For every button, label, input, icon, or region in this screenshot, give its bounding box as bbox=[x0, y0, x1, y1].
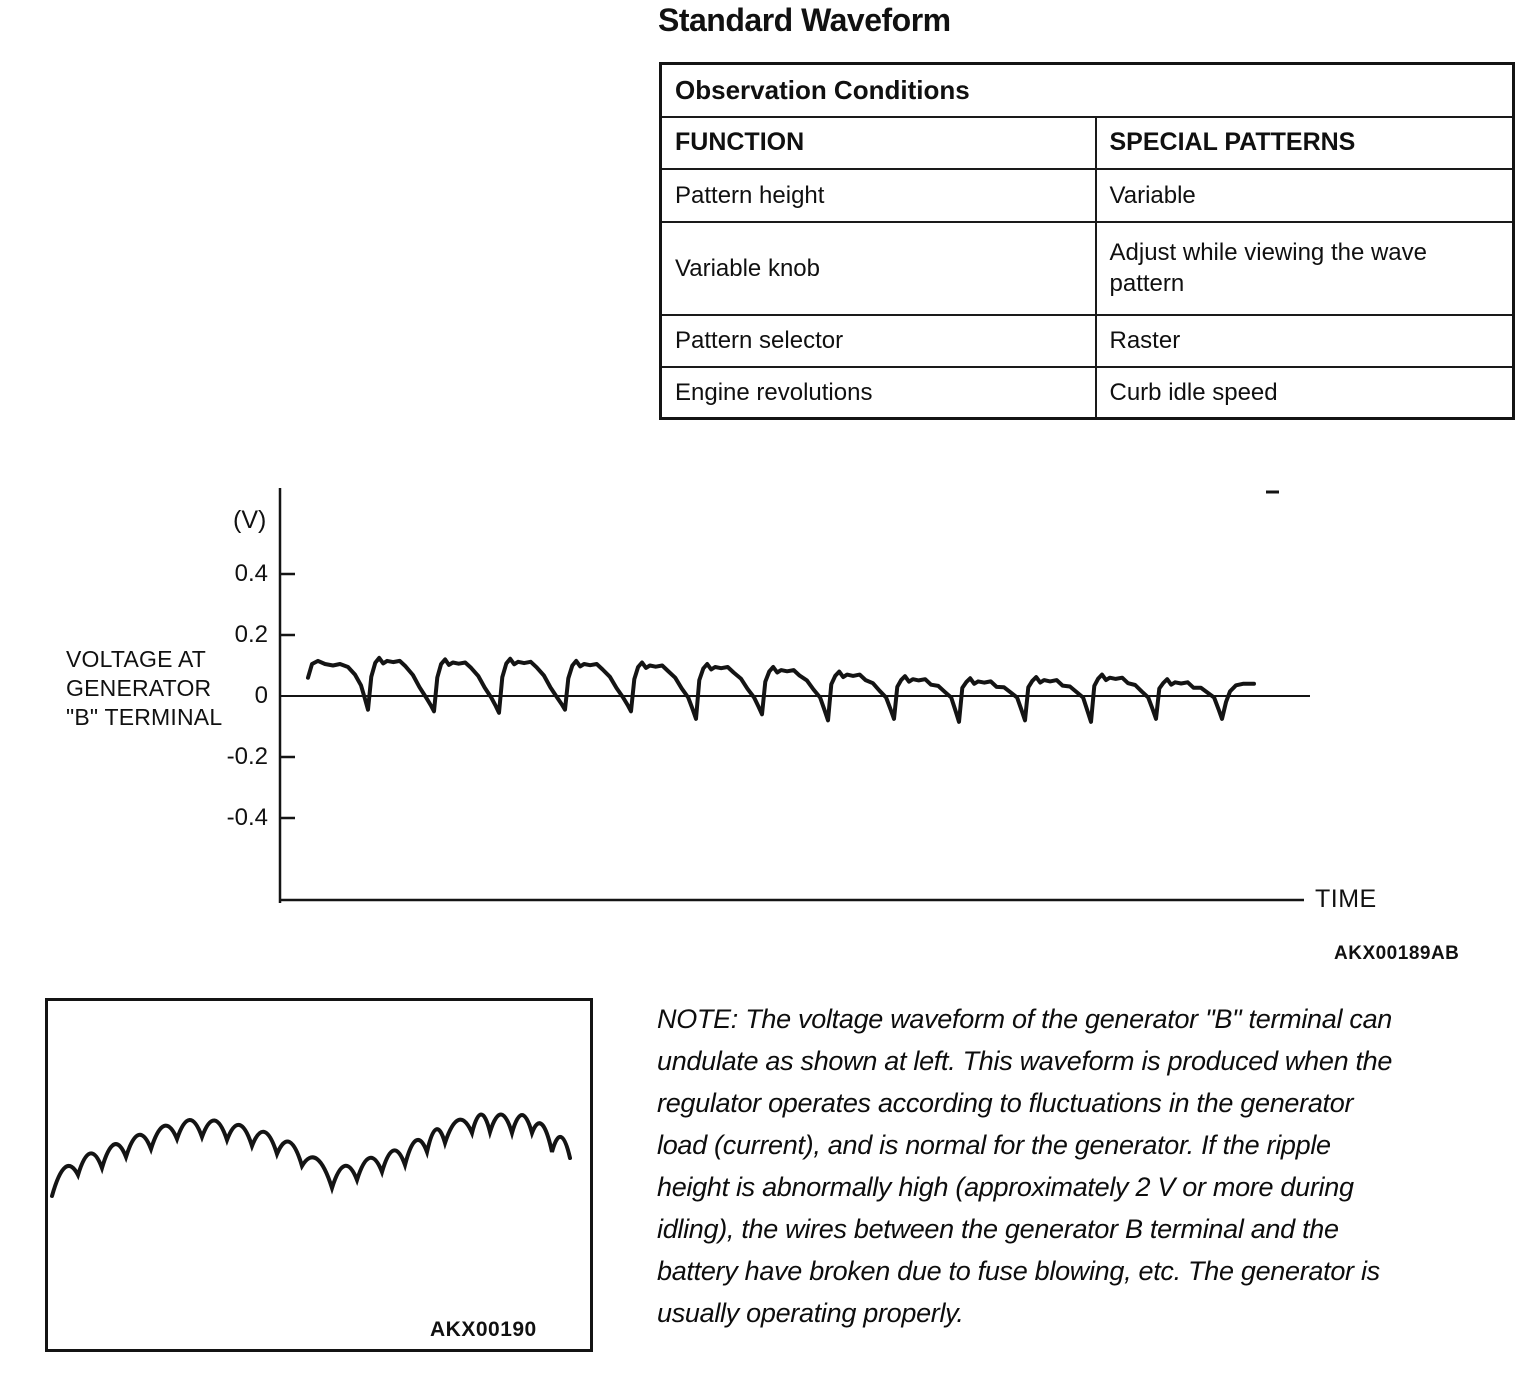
page-title: Standard Waveform bbox=[658, 2, 951, 38]
table-title: Observation Conditions bbox=[659, 62, 1515, 118]
cell-function: Variable knob bbox=[659, 220, 1097, 316]
table-row: Pattern height Variable bbox=[659, 167, 1515, 223]
table-title-row: Observation Conditions bbox=[659, 62, 1515, 118]
cell-function: Engine revolutions bbox=[659, 365, 1097, 420]
cell-value: Raster bbox=[1094, 313, 1515, 368]
inset-ripple-waveform bbox=[50, 1112, 572, 1198]
note-line: idling), the wires between the generator… bbox=[657, 1214, 1339, 1244]
y-tick-label: -0.2 bbox=[226, 743, 268, 770]
y-axis-title-line: "B" TERMINAL bbox=[66, 704, 223, 730]
note-line: battery have broken due to fuse blowing,… bbox=[657, 1256, 1380, 1286]
figure-code-main-chart: AKX00189AB bbox=[1334, 943, 1460, 964]
table-row: Variable knob Adjust while viewing the w… bbox=[659, 220, 1515, 316]
note-line: height is abnormally high (approximately… bbox=[657, 1172, 1354, 1202]
x-axis-label: TIME bbox=[1315, 885, 1377, 913]
cell-value: Curb idle speed bbox=[1094, 365, 1515, 420]
note-line: undulate as shown at left. This waveform… bbox=[657, 1046, 1393, 1076]
y-axis-unit-label: (V) bbox=[233, 506, 267, 534]
note-line: load (current), and is normal for the ge… bbox=[657, 1130, 1331, 1160]
note-paragraph: NOTE: The voltage waveform of the genera… bbox=[657, 998, 1517, 1334]
table-row: Pattern selector Raster bbox=[659, 313, 1515, 368]
cell-function: Pattern selector bbox=[659, 313, 1097, 368]
y-tick-label: -0.4 bbox=[226, 804, 268, 831]
column-header-special-patterns: SPECIAL PATTERNS bbox=[1094, 115, 1515, 170]
cell-value: Variable bbox=[1094, 167, 1515, 223]
cell-value: Adjust while viewing the wave pattern bbox=[1094, 220, 1515, 316]
inset-waveform-box bbox=[45, 998, 593, 1352]
cell-function: Pattern height bbox=[659, 167, 1097, 223]
observation-conditions-table: Observation Conditions FUNCTION SPECIAL … bbox=[659, 62, 1515, 420]
note-line: usually operating properly. bbox=[657, 1298, 964, 1328]
figure-code-inset: AKX00190 bbox=[430, 1318, 537, 1341]
y-tick-label: 0.2 bbox=[234, 621, 268, 648]
generator-b-terminal-waveform bbox=[306, 655, 1256, 724]
y-tick-label: 0.4 bbox=[234, 560, 268, 587]
y-tick-label: 0 bbox=[254, 682, 268, 709]
column-header-function: FUNCTION bbox=[659, 115, 1097, 170]
y-axis-title-line: GENERATOR bbox=[66, 675, 212, 701]
note-line: NOTE: The voltage waveform of the genera… bbox=[657, 1004, 1393, 1034]
table-column-header-row: FUNCTION SPECIAL PATTERNS bbox=[659, 115, 1515, 170]
y-axis-title-line: VOLTAGE AT bbox=[66, 646, 207, 672]
note-line: regulator operates according to fluctuat… bbox=[657, 1088, 1354, 1118]
table-row: Engine revolutions Curb idle speed bbox=[659, 365, 1515, 420]
